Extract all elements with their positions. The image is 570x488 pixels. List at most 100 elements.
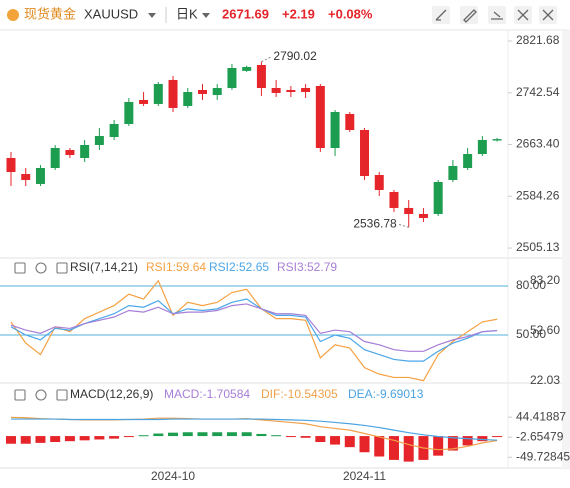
candle-body <box>477 140 487 155</box>
y-tick-label: 2821.68 <box>516 33 560 47</box>
tool-expand-icon <box>517 9 529 21</box>
candle-body <box>65 150 75 155</box>
macd-bar <box>241 432 252 437</box>
macd-bar <box>447 436 458 451</box>
macd-bar <box>6 436 16 444</box>
axis-marker-label: 22.03 <box>530 373 560 387</box>
macd-bar <box>462 436 473 446</box>
candle-body <box>153 83 163 104</box>
instrument-name: 现货黄金 <box>24 6 76 21</box>
tool-pen-icon <box>463 9 477 23</box>
rsi-line <box>10 279 498 382</box>
y-tick-label: -2.65479 <box>516 429 564 443</box>
indicator-toggle[interactable] <box>56 389 68 401</box>
candle-body <box>227 68 237 89</box>
y-tick-label: -49.72845 <box>516 449 570 463</box>
candle-body <box>433 182 443 214</box>
macd-bar <box>168 432 179 437</box>
indicator-settings[interactable] <box>35 262 47 274</box>
candle-body <box>212 88 222 96</box>
macd-bar <box>344 436 355 448</box>
y-tick-label: 2663.40 <box>516 137 560 151</box>
macd-bar <box>300 436 311 438</box>
macd-bar <box>138 435 149 437</box>
period[interactable]: 日K <box>176 6 198 21</box>
candle-body <box>404 207 414 214</box>
macd-bar <box>197 432 208 437</box>
x-tick-label: 2024-11 <box>343 469 386 483</box>
candle-body <box>301 88 311 93</box>
legend-entry: MACD:-1.70584 <box>164 387 250 401</box>
candle-body <box>418 213 428 218</box>
macd-bar <box>20 436 31 444</box>
legend-entry: RSI1:59.64 <box>146 260 206 274</box>
axis-marker-label: 83.20 <box>530 273 560 287</box>
macd-bar <box>226 432 237 437</box>
candle-body <box>389 192 399 208</box>
candle-body <box>139 99 149 104</box>
macd-bar <box>315 436 326 443</box>
rsi-line <box>10 298 498 362</box>
rsi-line <box>10 303 498 352</box>
indicator-toggle[interactable] <box>56 262 68 274</box>
max-annotation: 2790.02 <box>273 49 317 63</box>
candle-body <box>50 147 60 169</box>
candle-body <box>197 89 207 94</box>
candle-body <box>286 89 296 93</box>
macd-bar <box>403 436 414 462</box>
scrollbar[interactable] <box>562 30 570 468</box>
candle-body <box>80 144 90 158</box>
indicator-icons <box>14 262 68 401</box>
y-tick-label: 50.00 <box>516 327 546 341</box>
candle-body <box>183 92 193 106</box>
macd-bar <box>123 436 134 438</box>
macd-bar <box>433 436 444 456</box>
indicator-title: MACD(12,26,9) <box>70 387 153 401</box>
price-change: +2.19 <box>282 6 315 21</box>
indicator-title: RSI(7,14,21) <box>70 260 138 274</box>
candle-body <box>94 136 104 145</box>
symbol[interactable]: XAUUSD <box>84 6 138 21</box>
x-tick-label: 2024-10 <box>151 469 195 483</box>
macd-bar <box>182 432 193 437</box>
axis-marker-label: 52.60 <box>530 323 560 337</box>
toolbar <box>432 6 557 24</box>
indicator-hide[interactable] <box>14 262 26 274</box>
candle-body <box>374 175 384 190</box>
macd-line <box>11 418 498 441</box>
macd-bar <box>212 432 223 437</box>
macd-bar <box>271 435 282 437</box>
dropdown-arrow[interactable] <box>202 13 210 18</box>
macd-bar <box>285 436 296 438</box>
candle-body <box>6 157 16 172</box>
macd-bar <box>388 436 399 460</box>
candle-body <box>463 154 473 169</box>
macd-bar <box>79 436 90 441</box>
macd-bar <box>64 436 75 442</box>
y-tick-label: 80.00 <box>516 278 546 292</box>
legend-entry: RSI3:52.79 <box>277 260 337 274</box>
macd-bar <box>256 433 267 437</box>
annotation-leader <box>398 223 409 228</box>
legend-entry: RSI2:52.65 <box>209 260 269 274</box>
candle-body <box>168 79 178 108</box>
dropdown-arrow[interactable] <box>148 13 156 18</box>
tool-close-icon <box>542 9 554 21</box>
logo <box>7 9 19 21</box>
macd-bar <box>330 436 341 445</box>
candle-body <box>448 165 458 180</box>
candle-body <box>330 112 340 148</box>
macd-bar <box>94 436 105 440</box>
macd-bar <box>50 436 61 443</box>
y-tick-label: 44.41887 <box>516 409 566 423</box>
macd-bar <box>153 433 164 437</box>
indicator-settings[interactable] <box>35 389 47 401</box>
indicator-hide[interactable] <box>14 389 26 401</box>
macd-bar <box>109 436 120 439</box>
y-tick-label: 2505.13 <box>516 240 560 254</box>
candle-body <box>271 88 281 93</box>
candle-body <box>360 130 370 176</box>
legend-entry: DIF:-10.54305 <box>261 387 338 401</box>
